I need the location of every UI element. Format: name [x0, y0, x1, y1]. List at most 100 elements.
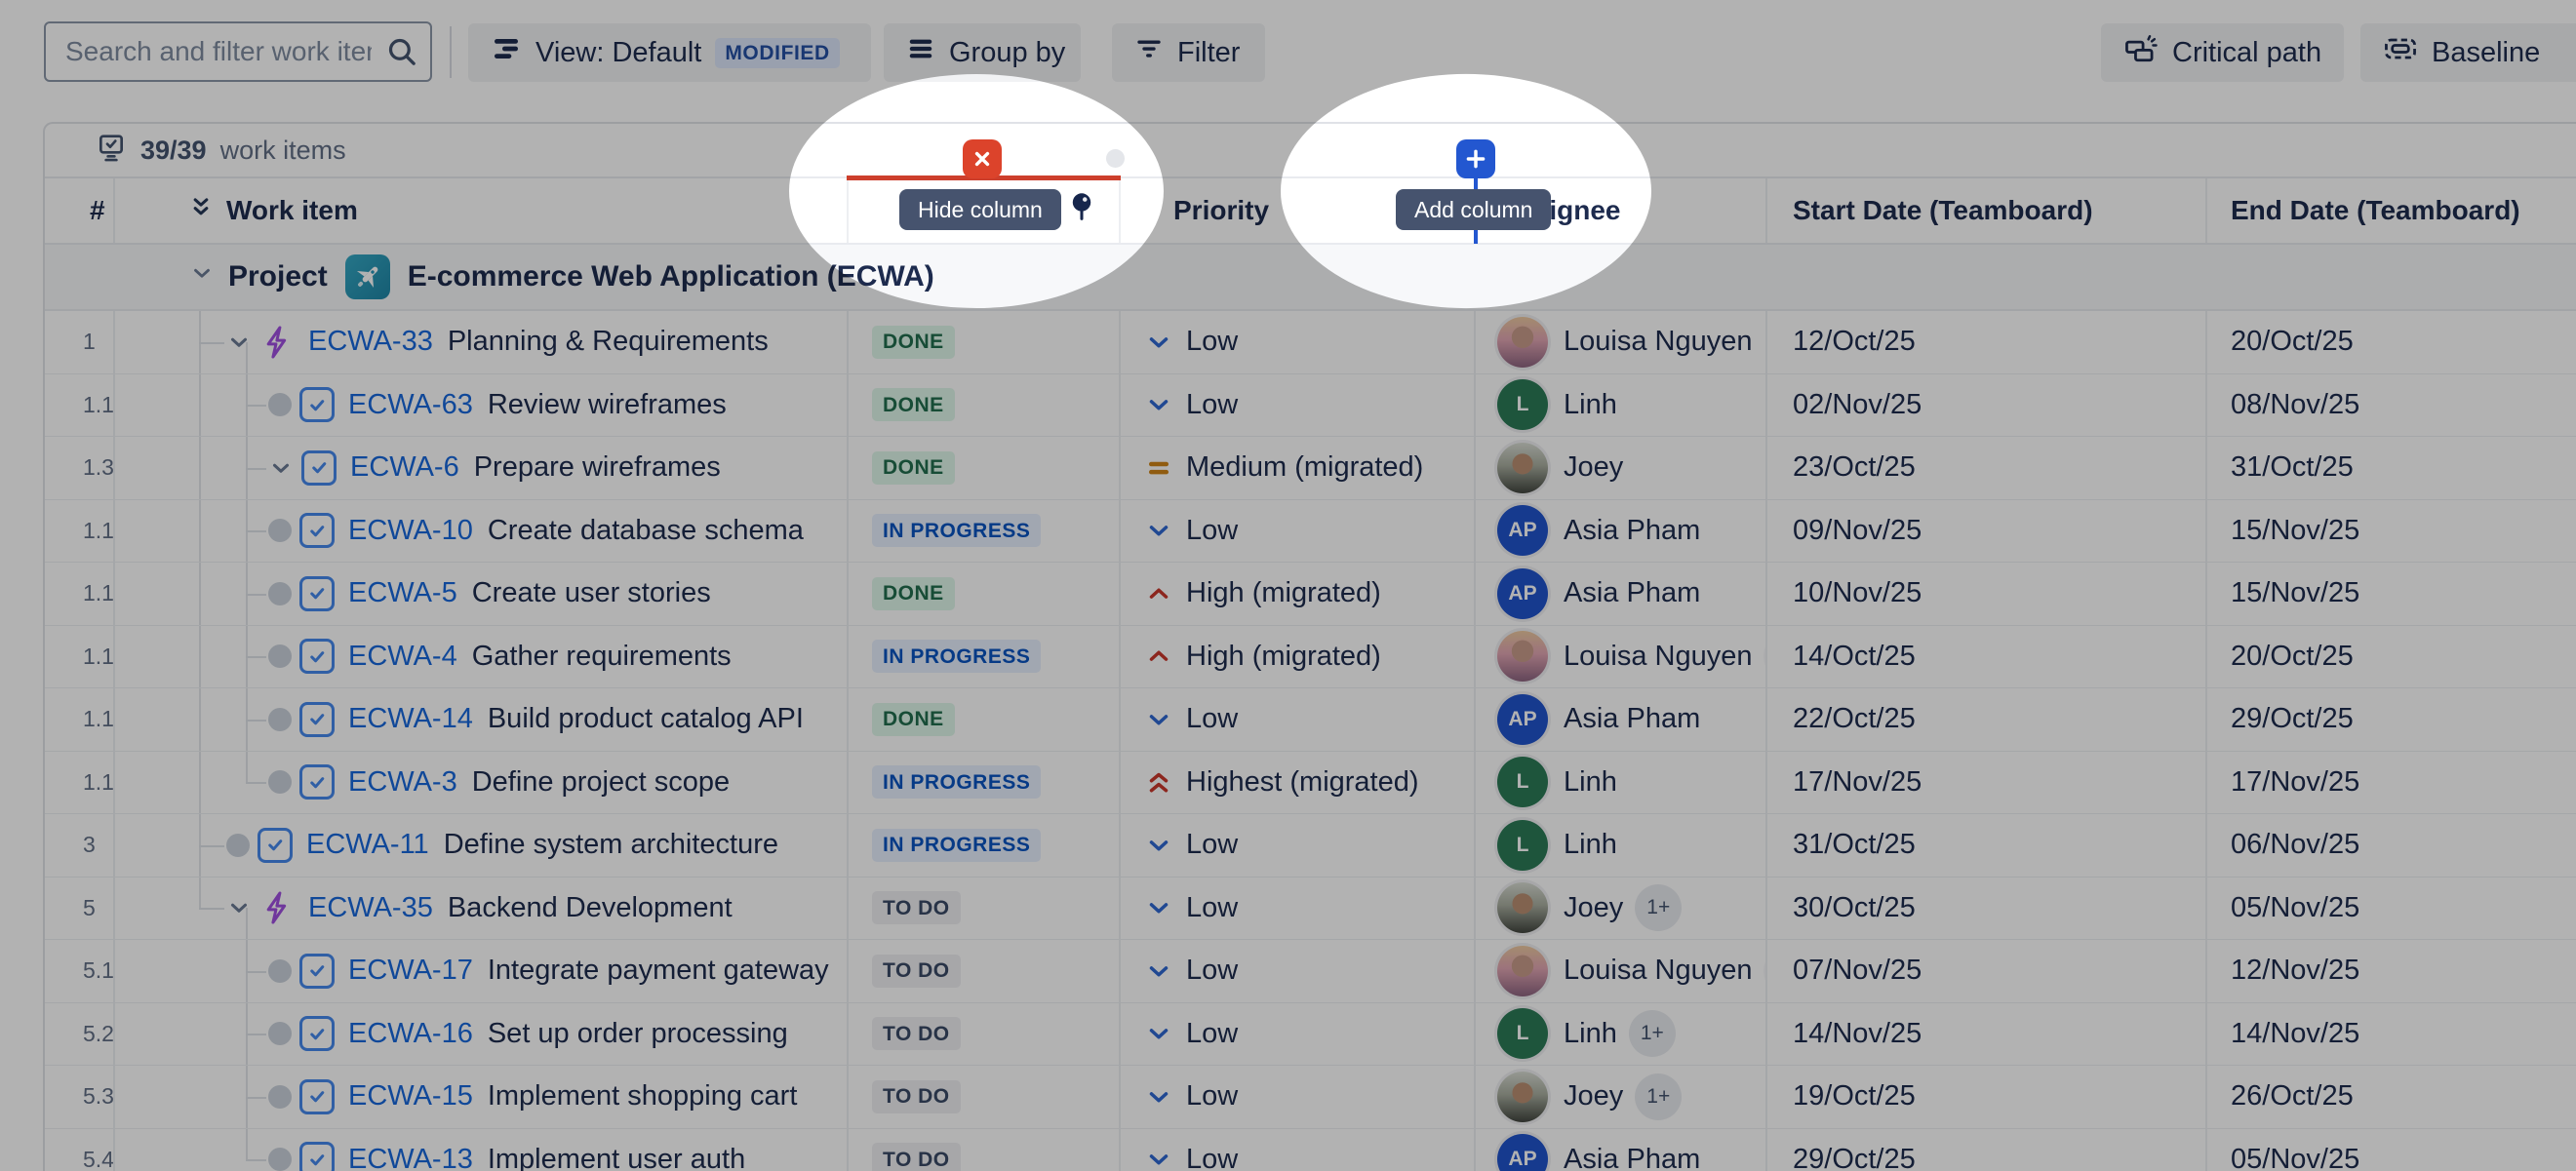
chevron-down-icon[interactable] [226, 330, 252, 355]
toolbar-divider [450, 26, 452, 78]
table-row[interactable]: 1.1 ECWA-63 Review wireframes DONE Low L Linh 0… [45, 373, 2576, 437]
status-badge: DONE [872, 450, 955, 485]
filter-button[interactable]: Filter [1112, 23, 1265, 82]
task-icon [299, 575, 335, 611]
table-row[interactable]: 1.13 ECWA-10 Create database schema IN PROG… [45, 499, 2576, 563]
assignee-cell: L Linh [1476, 751, 1767, 813]
work-item-key-link[interactable]: ECWA-17 [348, 955, 473, 987]
view-default-button[interactable]: View: Default MODIFIED [468, 23, 871, 82]
priority-label: Low [1186, 1017, 1239, 1049]
assignee-name: Asia Pham [1564, 703, 1701, 735]
critical-path-button[interactable]: Critical path [2101, 23, 2344, 82]
assignee-name: Louisa Nguyen [1564, 326, 1753, 358]
assignee-cell: L Linh 1+ [1476, 1002, 1767, 1065]
priority-cell: High (migrated) [1121, 625, 1476, 687]
filter-icon [1134, 34, 1164, 71]
start-date: 17/Nov/25 [1793, 765, 1922, 798]
group-by-button[interactable]: Group by [884, 23, 1081, 82]
work-item-key-link[interactable]: ECWA-11 [306, 829, 429, 861]
drag-handle-dot [226, 833, 250, 857]
start-date: 22/Oct/25 [1793, 703, 1916, 735]
row-number: 5.4 [45, 1128, 115, 1171]
assignee-cell: AP Asia Pham [1476, 499, 1767, 562]
task-icon [299, 1142, 335, 1171]
work-item-key-link[interactable]: ECWA-15 [348, 1080, 473, 1112]
add-column-button plus-icon[interactable] [1456, 139, 1495, 178]
critical-path-label: Critical path [2172, 36, 2322, 68]
additional-assignees-badge: 1+ [1764, 947, 1765, 995]
end-date: 14/Nov/25 [2231, 1017, 2360, 1049]
start-date: 31/Oct/25 [1793, 829, 1916, 861]
project-row[interactable]: Project E-commerce Web Application (ECWA… [45, 245, 2576, 311]
column-header-end-date[interactable]: End Date (Teamboard) [2231, 195, 2520, 225]
baseline-button[interactable]: Baseline [2360, 23, 2576, 82]
priority-label: High (migrated) [1186, 640, 1381, 672]
table-row[interactable]: 3 ECWA-11 Define system architecture IN PRO… [45, 814, 2576, 878]
row-number: 5.1 [45, 940, 115, 1002]
avatar: L [1497, 1008, 1548, 1060]
work-item-cell: ECWA-16 Set up order processing [115, 1002, 849, 1065]
work-item-cell: ECWA-33 Planning & Requirements [115, 311, 849, 373]
table-row[interactable]: 5.4 ECWA-13 Implement user auth TO DO Low AP A… [45, 1128, 2576, 1171]
column-header-status[interactable] [849, 178, 1121, 243]
table-row[interactable]: 1.3 ECWA-6 Prepare wireframes DONE Medium (m… [45, 437, 2576, 500]
row-number: 1.1 [45, 373, 115, 436]
table-row[interactable]: 5.1 ECWA-17 Integrate payment gateway TO DO… [45, 940, 2576, 1003]
chevron-down-icon[interactable] [226, 895, 252, 920]
status-badge: TO DO [872, 891, 961, 925]
table-row[interactable]: 1.15 ECWA-4 Gather requirements IN PROGRESS… [45, 625, 2576, 688]
table-row[interactable]: 5.3 ECWA-15 Implement shopping cart TO DO Lo… [45, 1066, 2576, 1129]
work-item-cell: ECWA-13 Implement user auth [115, 1128, 849, 1171]
priority-cell: Low [1121, 499, 1476, 562]
table-row[interactable]: 5 ECWA-35 Backend Development TO DO Low Joey 1… [45, 877, 2576, 940]
work-item-key-link[interactable]: ECWA-33 [308, 326, 433, 358]
pin-icon [1069, 191, 1094, 231]
start-date: 09/Nov/25 [1793, 514, 1922, 546]
row-number: 1 [45, 311, 115, 373]
assignee-name: Joey [1564, 1080, 1624, 1112]
priority-cell: Highest (migrated) [1121, 751, 1476, 813]
work-item-key-link[interactable]: ECWA-63 [348, 388, 473, 420]
work-item-title: Create database schema [487, 514, 804, 546]
status-cell: DONE [849, 373, 1121, 436]
drag-handle-dot [268, 770, 292, 795]
priority-high-icon [1144, 642, 1173, 671]
work-item-key-link[interactable]: ECWA-4 [348, 640, 457, 672]
work-item-key-link[interactable]: ECWA-6 [350, 451, 459, 484]
hide-column-button x-icon[interactable] [963, 139, 1002, 178]
table-row[interactable]: 5.2 ECWA-16 Set up order processing TO DO Lo… [45, 1002, 2576, 1066]
chevron-down-icon[interactable] [268, 455, 294, 481]
row-number: 1.13 [45, 499, 115, 562]
work-item-key-link[interactable]: ECWA-35 [308, 891, 433, 923]
end-date: 26/Oct/25 [2231, 1080, 2354, 1112]
table-row[interactable]: 1 ECWA-33 Planning & Requirements DONE Low Lo… [45, 311, 2576, 374]
start-date-cell: 07/Nov/25 [1767, 940, 2207, 1002]
work-item-key-link[interactable]: ECWA-10 [348, 514, 473, 546]
expand-all-icon[interactable] [187, 194, 215, 228]
view-icon [491, 33, 522, 72]
drag-handle-dot [268, 1022, 292, 1046]
row-number: 1.14 [45, 563, 115, 625]
task-icon [299, 639, 335, 675]
work-item-key-link[interactable]: ECWA-16 [348, 1017, 473, 1049]
search-input[interactable] [44, 21, 432, 82]
search-icon [385, 35, 418, 73]
work-item-key-link[interactable]: ECWA-13 [348, 1143, 473, 1171]
task-icon [299, 953, 335, 989]
table-row[interactable]: 1.16 ECWA-14 Build product catalog API DONE… [45, 688, 2576, 752]
assignee-cell: AP Asia Pham [1476, 1128, 1767, 1171]
work-item-key-link[interactable]: ECWA-5 [348, 577, 457, 609]
table-row[interactable]: 1.14 ECWA-5 Create user stories DONE High (m… [45, 563, 2576, 626]
priority-cell: Medium (migrated) [1121, 437, 1476, 499]
assignee-name: Joey [1564, 891, 1624, 923]
work-item-title: Gather requirements [471, 640, 732, 672]
project-expander chevron-down-icon[interactable] [189, 260, 215, 293]
column-header-start-date[interactable]: Start Date (Teamboard) [1767, 178, 2207, 243]
end-date: 05/Nov/25 [2231, 891, 2360, 923]
column-resize-handle-dot [1106, 149, 1125, 168]
work-item-title: Implement user auth [487, 1143, 746, 1171]
work-item-key-link[interactable]: ECWA-3 [348, 765, 457, 798]
work-item-key-link[interactable]: ECWA-14 [348, 703, 473, 735]
table-row[interactable]: 1.17 ECWA-3 Define project scope IN PROGRES… [45, 751, 2576, 814]
row-number: 5.3 [45, 1066, 115, 1128]
